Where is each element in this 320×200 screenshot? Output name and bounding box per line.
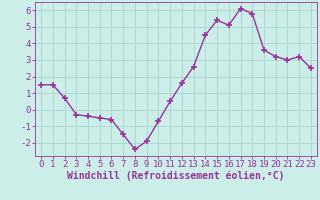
X-axis label: Windchill (Refroidissement éolien,°C): Windchill (Refroidissement éolien,°C) bbox=[67, 171, 285, 181]
